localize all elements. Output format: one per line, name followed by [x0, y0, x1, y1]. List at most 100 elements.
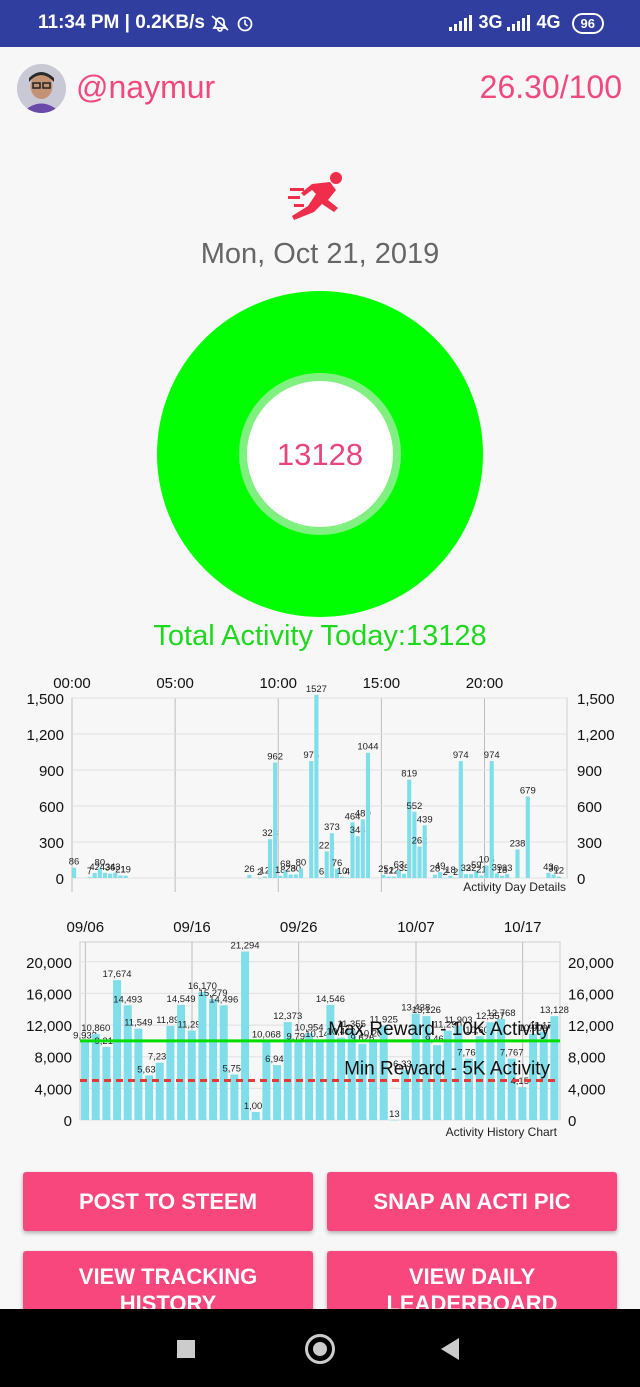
day-chart-bar — [546, 872, 551, 878]
day-chart-bar — [72, 867, 77, 878]
history-chart-bar-label: 9,626 — [351, 1033, 375, 1044]
day-chart-bar-label: 6 — [319, 866, 324, 877]
home-icon[interactable] — [305, 1334, 335, 1364]
day-chart-bar-label: 819 — [401, 769, 417, 780]
day-chart-bar-label: 464 — [345, 811, 361, 822]
day-chart-bar-label: 974 — [484, 750, 500, 761]
history-chart-bar — [497, 1018, 506, 1120]
avatar[interactable] — [17, 64, 66, 113]
history-chart-bar — [379, 1025, 388, 1120]
profile-header: @naymur 26.30/100 — [0, 47, 640, 131]
recent-apps-icon[interactable] — [177, 1340, 195, 1358]
history-chart-bar — [465, 1058, 474, 1120]
history-chart-bar — [283, 1022, 292, 1120]
day-chart-x-tick: 15:00 — [363, 675, 401, 692]
day-chart-bar-label: 2 — [443, 867, 448, 878]
history-chart-bar — [145, 1075, 154, 1120]
day-chart-bar — [474, 870, 479, 878]
day-chart-bar — [257, 877, 262, 879]
day-chart-bar-label: 19 — [120, 865, 131, 876]
day-chart-bar-label: 86 — [69, 857, 80, 868]
day-chart-bar — [283, 869, 288, 878]
history-chart-bar — [166, 1025, 175, 1120]
post-to-steem-button[interactable]: POST TO STEEM — [23, 1172, 313, 1231]
day-chart-y-tick-right: 1,200 — [577, 727, 615, 744]
activity-ring: 13128 — [157, 291, 483, 617]
signal-icon — [507, 15, 531, 32]
history-chart-bar-label: 9,932 — [73, 1030, 97, 1041]
history-chart-bar — [326, 1004, 335, 1120]
history-chart-y-tick-left: 20,000 — [26, 955, 72, 972]
snap-activity-pic-button[interactable]: SNAP AN ACTI PIC — [327, 1172, 617, 1231]
history-chart-bar-label: 6,940 — [265, 1054, 289, 1065]
history-chart-bar — [155, 1062, 164, 1120]
day-chart-bar — [87, 877, 92, 878]
day-chart-bar — [350, 822, 355, 878]
history-chart-bar-label: 10,200 — [359, 1028, 388, 1039]
day-chart-y-tick-right: 1,500 — [577, 691, 615, 708]
network-type-1: 3G — [478, 12, 503, 32]
history-chart-y-tick-right: 20,000 — [568, 955, 614, 972]
history-chart-x-tick: 09/26 — [280, 919, 318, 936]
history-chart-bar — [475, 1036, 484, 1120]
history-chart-bar-label: 10,954 — [295, 1022, 324, 1033]
day-chart-bar-label: 10 — [337, 866, 348, 877]
day-chart-bar — [499, 875, 505, 878]
day-chart-bar-label: 25 — [378, 864, 389, 875]
day-chart-bar — [365, 752, 371, 878]
day-chart-bar — [113, 872, 118, 878]
day-chart-bar — [438, 872, 443, 878]
history-chart-bar — [219, 1005, 228, 1120]
back-icon[interactable] — [441, 1338, 459, 1360]
history-chart-y-tick-left: 16,000 — [26, 986, 72, 1003]
day-chart-bar — [319, 877, 324, 878]
history-chart-bar-label: 13,128 — [540, 1005, 569, 1016]
day-chart-bar — [515, 849, 520, 878]
history-chart-bar-label: 13 — [389, 1109, 400, 1120]
day-chart-bar-label: 36 — [105, 863, 116, 874]
history-chart-bar — [123, 1005, 132, 1120]
history-chart-bar-label: 5,751 — [223, 1064, 247, 1075]
day-chart-bar — [417, 846, 422, 878]
day-chart-bar-label: 12 — [260, 866, 271, 877]
day-chart-bar-label: 68 — [280, 859, 291, 870]
day-chart-y-tick-right: 600 — [577, 799, 602, 816]
history-chart-bar-label: 11,903 — [444, 1015, 472, 1026]
day-chart-bar-label: 39 — [492, 862, 503, 873]
history-chart-bar — [454, 1025, 463, 1120]
battery-indicator: 96 — [571, 13, 604, 34]
day-chart-bar — [443, 877, 448, 879]
day-chart-bar-label: 489 — [355, 808, 371, 819]
day-chart-bar-label: 12 — [388, 866, 399, 877]
day-chart-bar-label: 962 — [267, 752, 283, 763]
history-chart-bar — [486, 1022, 495, 1120]
day-chart-bar — [551, 874, 556, 878]
day-chart-bar — [489, 761, 494, 878]
day-chart-bar — [273, 762, 278, 878]
day-chart-bar — [391, 876, 396, 878]
score-display: 26.30/100 — [479, 69, 622, 105]
day-chart-bar — [267, 839, 273, 878]
day-chart-bar-label: 7 — [87, 866, 92, 877]
history-chart-bar-label: 11,290 — [434, 1020, 462, 1031]
ring-center — [247, 381, 393, 527]
history-chart-bar — [305, 1033, 314, 1120]
day-chart-y-tick-right: 300 — [577, 835, 602, 852]
history-chart-bar-label: 10,142 — [305, 1029, 334, 1040]
day-chart-bar — [484, 865, 489, 878]
history-chart-bar-label: 11,355 — [338, 1019, 366, 1030]
day-chart-bar — [402, 873, 407, 878]
history-chart-bar — [273, 1065, 282, 1120]
history-chart-bar-label: 11,299 — [178, 1020, 206, 1031]
history-chart-bar — [187, 1030, 196, 1120]
day-chart-bar — [453, 877, 458, 879]
day-chart-bar-label: 348 — [350, 825, 366, 836]
history-chart-bar — [411, 1013, 420, 1120]
day-chart-bar-label: 30 — [290, 863, 301, 874]
min-reward-label: Min Reward - 5K Activity — [344, 1058, 550, 1079]
activity-count: 13128 — [276, 437, 364, 472]
username[interactable]: @naymur — [76, 69, 216, 105]
history-chart-bar — [91, 1034, 100, 1120]
history-chart-x-tick: 10/17 — [504, 919, 542, 936]
history-chart-bar-label: 10,860 — [81, 1023, 110, 1034]
